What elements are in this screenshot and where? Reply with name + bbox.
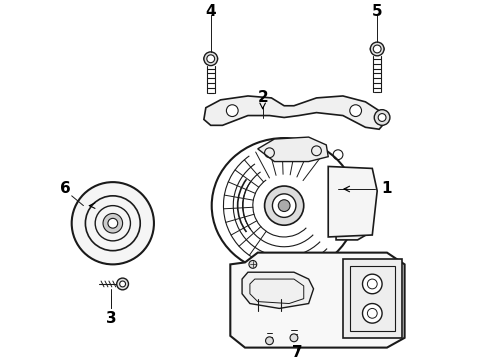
Circle shape bbox=[374, 110, 390, 125]
Text: 2: 2 bbox=[257, 90, 268, 105]
Polygon shape bbox=[204, 96, 385, 129]
Text: 5: 5 bbox=[372, 4, 383, 19]
Text: 4: 4 bbox=[205, 4, 216, 19]
Polygon shape bbox=[255, 255, 314, 272]
Polygon shape bbox=[230, 253, 405, 348]
Circle shape bbox=[350, 105, 362, 117]
Circle shape bbox=[117, 278, 128, 290]
Polygon shape bbox=[328, 166, 377, 237]
Polygon shape bbox=[343, 260, 402, 338]
Circle shape bbox=[370, 42, 384, 56]
Circle shape bbox=[363, 303, 382, 323]
Circle shape bbox=[207, 55, 215, 63]
Circle shape bbox=[204, 52, 218, 66]
Circle shape bbox=[378, 114, 386, 121]
Polygon shape bbox=[336, 171, 369, 240]
Text: 7: 7 bbox=[292, 345, 302, 360]
Polygon shape bbox=[258, 137, 328, 162]
Text: 1: 1 bbox=[382, 181, 392, 197]
Polygon shape bbox=[242, 272, 314, 309]
Circle shape bbox=[266, 337, 273, 345]
Circle shape bbox=[249, 260, 257, 268]
Circle shape bbox=[290, 334, 298, 342]
Circle shape bbox=[373, 45, 381, 53]
Circle shape bbox=[72, 182, 154, 264]
Circle shape bbox=[278, 200, 290, 212]
Circle shape bbox=[363, 274, 382, 294]
Circle shape bbox=[108, 219, 118, 228]
Text: 6: 6 bbox=[60, 180, 71, 195]
Circle shape bbox=[226, 105, 238, 117]
Text: 3: 3 bbox=[105, 311, 116, 326]
Circle shape bbox=[272, 194, 296, 217]
Circle shape bbox=[103, 213, 122, 233]
Circle shape bbox=[120, 281, 125, 287]
Circle shape bbox=[265, 186, 304, 225]
